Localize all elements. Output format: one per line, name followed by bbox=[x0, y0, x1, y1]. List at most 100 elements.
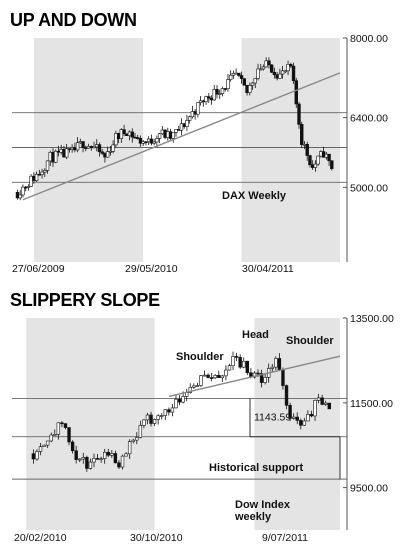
candle-body-85 bbox=[248, 85, 252, 93]
candle-body-91 bbox=[264, 60, 268, 68]
candle-body-35 bbox=[111, 144, 115, 152]
candle-body-21 bbox=[106, 451, 110, 456]
candle-body-54 bbox=[224, 369, 228, 377]
candle-body-69 bbox=[277, 358, 282, 371]
candle-body-38 bbox=[167, 409, 171, 413]
candle-body-110 bbox=[316, 155, 320, 165]
candle-body-62 bbox=[252, 372, 257, 378]
candle-body-40 bbox=[174, 398, 178, 409]
candle-body-3 bbox=[23, 186, 28, 189]
candle-body-9 bbox=[63, 423, 68, 428]
candle-body-21 bbox=[73, 147, 77, 151]
candle-body-26 bbox=[86, 146, 91, 149]
candle-body-63 bbox=[187, 116, 192, 121]
candle-body-27 bbox=[89, 146, 93, 148]
candle-body-19 bbox=[99, 458, 103, 460]
candle-body-17 bbox=[62, 149, 66, 158]
candle-body-18 bbox=[95, 458, 100, 460]
candle-body-18 bbox=[64, 148, 69, 158]
candle-body-92 bbox=[267, 60, 271, 66]
candle-body-15 bbox=[85, 457, 89, 469]
candle-body-83 bbox=[242, 78, 247, 86]
candle-body-40 bbox=[125, 133, 129, 136]
candle-body-51 bbox=[155, 138, 159, 143]
candle-body-37 bbox=[116, 133, 121, 139]
trendline bbox=[168, 355, 341, 398]
candle-body-64 bbox=[190, 111, 195, 118]
candle-body-99 bbox=[286, 64, 290, 72]
candle-body-45 bbox=[138, 138, 143, 144]
series-label-line1: Dow Index bbox=[235, 499, 291, 511]
candle-body-20 bbox=[102, 451, 107, 459]
candle-body-22 bbox=[110, 453, 114, 456]
candle-body-48 bbox=[202, 374, 207, 377]
candle-body-10 bbox=[67, 427, 71, 443]
candle-body-25 bbox=[120, 455, 125, 468]
candle-body-102 bbox=[294, 80, 298, 105]
candle-body-62 bbox=[185, 120, 189, 127]
candle-body-108 bbox=[310, 164, 315, 168]
candle-body-115 bbox=[330, 160, 334, 169]
candle-body-4 bbox=[26, 186, 31, 188]
candle-body-14 bbox=[54, 150, 58, 163]
candle-body-8 bbox=[37, 173, 42, 176]
candle-body-16 bbox=[59, 149, 63, 153]
candle-body-14 bbox=[81, 457, 86, 460]
candle-body-57 bbox=[234, 356, 239, 358]
candle-body-31 bbox=[142, 419, 146, 426]
candle-body-66 bbox=[196, 102, 200, 115]
candle-body-76 bbox=[302, 420, 307, 426]
candle-body-93 bbox=[269, 64, 274, 73]
annotation-head: Head bbox=[242, 329, 269, 341]
candle-body-3 bbox=[42, 444, 46, 447]
candle-body-8 bbox=[60, 422, 64, 425]
annotation-shoulder-left: Shoulder bbox=[176, 351, 224, 363]
x-tick-label-0: 27/06/2009 bbox=[12, 263, 65, 275]
candle-body-7 bbox=[34, 173, 39, 181]
candle-body-82 bbox=[324, 402, 328, 405]
candle-body-96 bbox=[278, 73, 282, 79]
candle-body-47 bbox=[199, 375, 203, 386]
candle-body-24 bbox=[117, 462, 121, 468]
candle-body-9 bbox=[40, 171, 44, 175]
candle-body-53 bbox=[220, 375, 225, 378]
candle-body-10 bbox=[43, 170, 47, 173]
trendline bbox=[22, 72, 341, 201]
candle-body-88 bbox=[256, 68, 260, 79]
shaded-period-0 bbox=[33, 38, 144, 262]
dow-chart-title: SLIPPERY SLOPE bbox=[10, 290, 160, 310]
candle-body-33 bbox=[105, 151, 110, 158]
candle-body-24 bbox=[81, 141, 85, 148]
candle-body-82 bbox=[239, 75, 244, 79]
candle-body-68 bbox=[274, 358, 278, 368]
candle-body-41 bbox=[177, 398, 182, 403]
candle-body-37 bbox=[163, 409, 168, 416]
candle-body-46 bbox=[141, 141, 145, 144]
candle-body-80 bbox=[316, 397, 321, 401]
candle-body-74 bbox=[295, 416, 299, 421]
candle-body-73 bbox=[291, 416, 296, 419]
candle-body-52 bbox=[217, 375, 221, 378]
candle-body-19 bbox=[67, 148, 72, 150]
candle-body-51 bbox=[213, 375, 217, 379]
candle-body-31 bbox=[100, 151, 104, 154]
candle-body-29 bbox=[95, 144, 99, 148]
candle-body-70 bbox=[281, 369, 285, 386]
candle-body-25 bbox=[84, 147, 88, 149]
dax-chart-panel: UP AND DOWN 8000.00 6400.00 5000.00 27/06/2… bbox=[10, 10, 388, 275]
candle-body-5 bbox=[29, 175, 33, 187]
candle-body-11 bbox=[45, 160, 50, 171]
candle-body-57 bbox=[171, 132, 175, 139]
candle-body-55 bbox=[227, 365, 232, 371]
x-tick-label-1: 30/10/2010 bbox=[130, 532, 183, 544]
candle-body-61 bbox=[182, 123, 186, 127]
candle-body-33 bbox=[149, 414, 153, 424]
candle-body-6 bbox=[32, 175, 36, 181]
candle-body-39 bbox=[122, 129, 126, 135]
candle-body-0 bbox=[31, 453, 36, 460]
candle-body-29 bbox=[135, 437, 139, 441]
candle-body-27 bbox=[127, 441, 132, 455]
candle-body-45 bbox=[192, 385, 196, 388]
candle-body-77 bbox=[226, 79, 230, 90]
candle-body-30 bbox=[138, 425, 143, 438]
